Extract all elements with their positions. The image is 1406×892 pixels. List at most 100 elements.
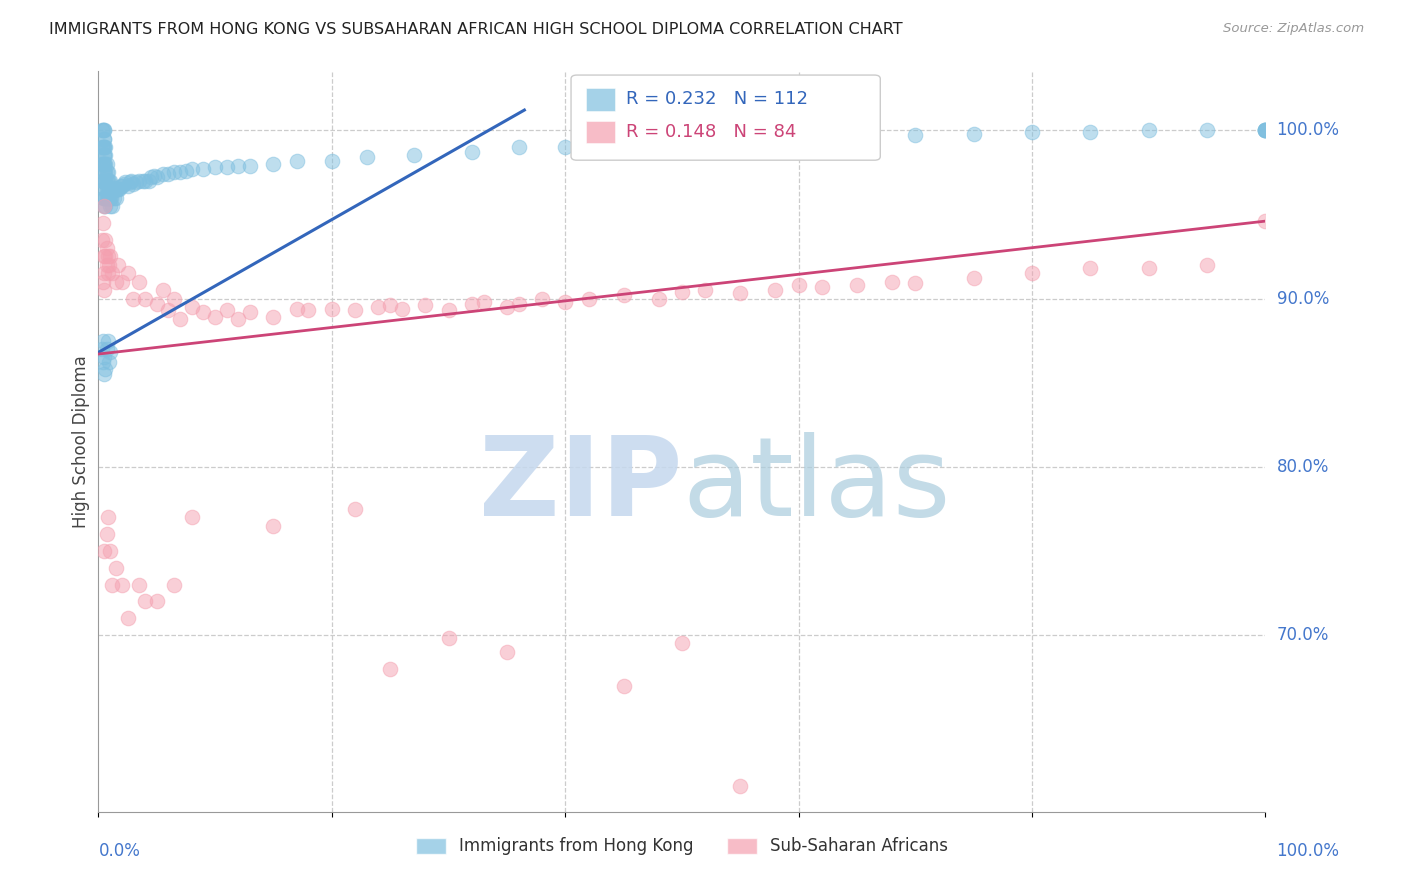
Point	[91, 123, 114, 137]
Point	[101, 199, 124, 213]
Text: 80.0%: 80.0%	[1277, 458, 1329, 475]
Point	[101, 577, 124, 591]
Point	[98, 190, 121, 204]
Point	[93, 182, 115, 196]
Point	[90, 233, 112, 247]
Point	[496, 300, 519, 314]
Point	[98, 199, 121, 213]
Point	[811, 279, 834, 293]
Point	[91, 157, 114, 171]
Point	[163, 165, 186, 179]
Point	[787, 278, 810, 293]
Point	[356, 150, 378, 164]
Text: 90.0%: 90.0%	[1277, 290, 1329, 308]
Point	[1137, 123, 1160, 137]
Text: 100.0%: 100.0%	[1277, 842, 1340, 860]
Point	[104, 182, 127, 196]
Point	[98, 249, 121, 264]
Point	[128, 174, 150, 188]
Point	[671, 135, 693, 149]
Point	[134, 174, 156, 188]
Point	[97, 510, 120, 524]
Point	[94, 190, 117, 204]
Point	[93, 148, 115, 162]
Point	[367, 300, 389, 314]
Point	[391, 301, 413, 316]
Point	[180, 300, 202, 314]
Text: 100.0%: 100.0%	[1277, 121, 1340, 139]
Point	[93, 123, 115, 137]
Point	[730, 780, 752, 794]
Point	[93, 544, 115, 558]
Point	[96, 258, 118, 272]
Point	[1254, 123, 1277, 137]
Point	[112, 177, 135, 191]
Point	[239, 305, 262, 319]
Point	[93, 199, 115, 213]
Point	[763, 283, 786, 297]
Point	[730, 286, 752, 301]
Point	[93, 131, 115, 145]
Point	[134, 292, 156, 306]
FancyBboxPatch shape	[586, 88, 616, 111]
Point	[671, 285, 693, 299]
Point	[134, 594, 156, 608]
Point	[344, 303, 367, 318]
Point	[262, 518, 284, 533]
Legend: Immigrants from Hong Kong, Sub-Saharan Africans: Immigrants from Hong Kong, Sub-Saharan A…	[416, 838, 948, 855]
Point	[1080, 261, 1102, 276]
Point	[97, 266, 120, 280]
Point	[93, 165, 115, 179]
Point	[228, 159, 250, 173]
Point	[613, 136, 636, 151]
Point	[111, 275, 134, 289]
Point	[215, 303, 238, 318]
Point	[93, 148, 115, 162]
Point	[472, 294, 495, 309]
Point	[94, 157, 117, 171]
Point	[204, 310, 226, 324]
Point	[111, 178, 134, 193]
Text: atlas: atlas	[682, 433, 950, 540]
Point	[169, 311, 191, 326]
Point	[215, 161, 238, 175]
Point	[98, 174, 121, 188]
Point	[93, 174, 115, 188]
Point	[193, 305, 215, 319]
Point	[461, 145, 484, 160]
Point	[98, 544, 121, 558]
Point	[107, 182, 129, 196]
Point	[104, 560, 127, 574]
Point	[108, 182, 131, 196]
Point	[93, 199, 115, 213]
Text: 70.0%: 70.0%	[1277, 626, 1329, 644]
Point	[152, 167, 174, 181]
Point	[413, 298, 436, 312]
Point	[787, 131, 810, 145]
Point	[1254, 123, 1277, 137]
Point	[1137, 261, 1160, 276]
Point	[94, 165, 117, 179]
Text: IMMIGRANTS FROM HONG KONG VS SUBSAHARAN AFRICAN HIGH SCHOOL DIPLOMA CORRELATION : IMMIGRANTS FROM HONG KONG VS SUBSAHARAN …	[49, 22, 903, 37]
Point	[169, 165, 191, 179]
Point	[94, 182, 117, 196]
Point	[157, 303, 180, 318]
Point	[117, 178, 139, 193]
Point	[380, 662, 402, 676]
Point	[647, 292, 669, 306]
Point	[120, 174, 142, 188]
Text: R = 0.232   N = 112: R = 0.232 N = 112	[626, 90, 808, 109]
Point	[91, 355, 114, 369]
Point	[1195, 258, 1218, 272]
Point	[118, 176, 141, 190]
Point	[91, 174, 114, 188]
Point	[180, 510, 202, 524]
Text: ZIP: ZIP	[478, 433, 682, 540]
Point	[104, 182, 127, 196]
Point	[93, 368, 115, 382]
Point	[496, 645, 519, 659]
Point	[578, 292, 600, 306]
Point	[97, 165, 120, 179]
Point	[100, 182, 122, 196]
Point	[97, 334, 120, 348]
